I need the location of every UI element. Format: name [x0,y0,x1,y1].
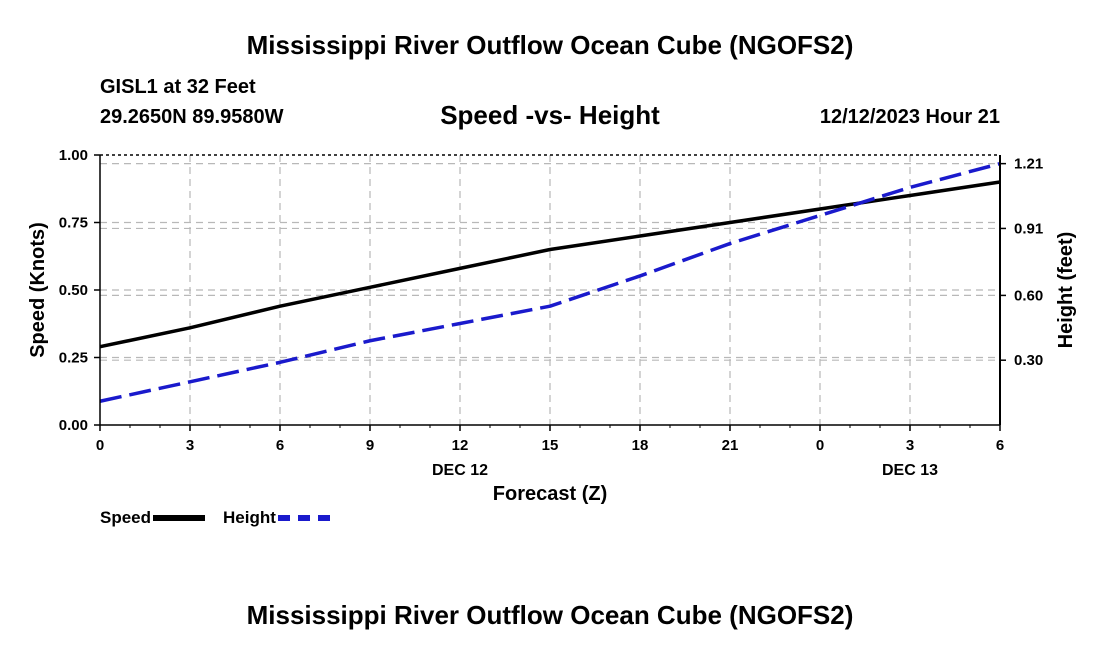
x-tick-label: 0 [816,437,824,454]
chart-title: Speed -vs- Height [440,100,660,130]
y2-axis-title: Height (feet) [1055,232,1077,349]
legend-swatch-speed [153,515,206,521]
x-tick-label: 9 [366,437,374,454]
y2-tick-label: 0.30 [1014,352,1043,369]
x-tick-label: 3 [906,437,914,454]
y-tick-label: 0.00 [59,417,88,434]
main-title: Mississippi River Outflow Ocean Cube (NG… [246,30,854,60]
legend-item-speed: Speed [100,508,206,528]
x-tick-label: 21 [722,437,739,454]
x-tick-label: 6 [996,437,1004,454]
chart-legend: Speed Height [100,508,348,528]
x-tick-label: 3 [186,437,194,454]
legend-swatch-height [277,515,330,521]
x-tick-label: 0 [96,437,104,454]
y-tick-label: 1.00 [59,147,88,164]
x-date-label: DEC 13 [882,462,938,479]
y-tick-label: 0.25 [59,350,88,367]
x-date-label: DEC 12 [432,462,488,479]
x-tick-label: 15 [542,437,559,454]
legend-label-height: Height [223,508,276,527]
legend-item-height: Height [223,508,330,528]
y2-tick-label: 0.60 [1014,287,1043,304]
footer-title: Mississippi River Outflow Ocean Cube (NG… [246,600,854,630]
y-tick-label: 0.50 [59,282,88,299]
y2-tick-label: 0.91 [1014,220,1043,237]
station-name: GISL1 at 32 Feet [100,76,256,98]
axes: 0 3 6 9 12 15 18 21 0 3 6 DEC 12 DEC 13 0.00 0.25 0.50 0… [59,147,1043,479]
x-axis-title: Forecast (Z) [493,483,607,505]
y-axis-title: Speed (Knots) [27,222,49,358]
y2-tick-label: 1.21 [1014,156,1043,173]
grid-lines [100,155,1000,425]
legend-label-speed: Speed [100,508,152,527]
x-tick-label: 6 [276,437,284,454]
station-coordinates: 29.2650N 89.9580W [100,106,284,128]
x-tick-label: 12 [452,437,469,454]
y-tick-label: 0.75 [59,215,88,232]
x-tick-label: 18 [632,437,649,454]
forecast-timestamp: 12/12/2023 Hour 21 [819,106,1000,128]
